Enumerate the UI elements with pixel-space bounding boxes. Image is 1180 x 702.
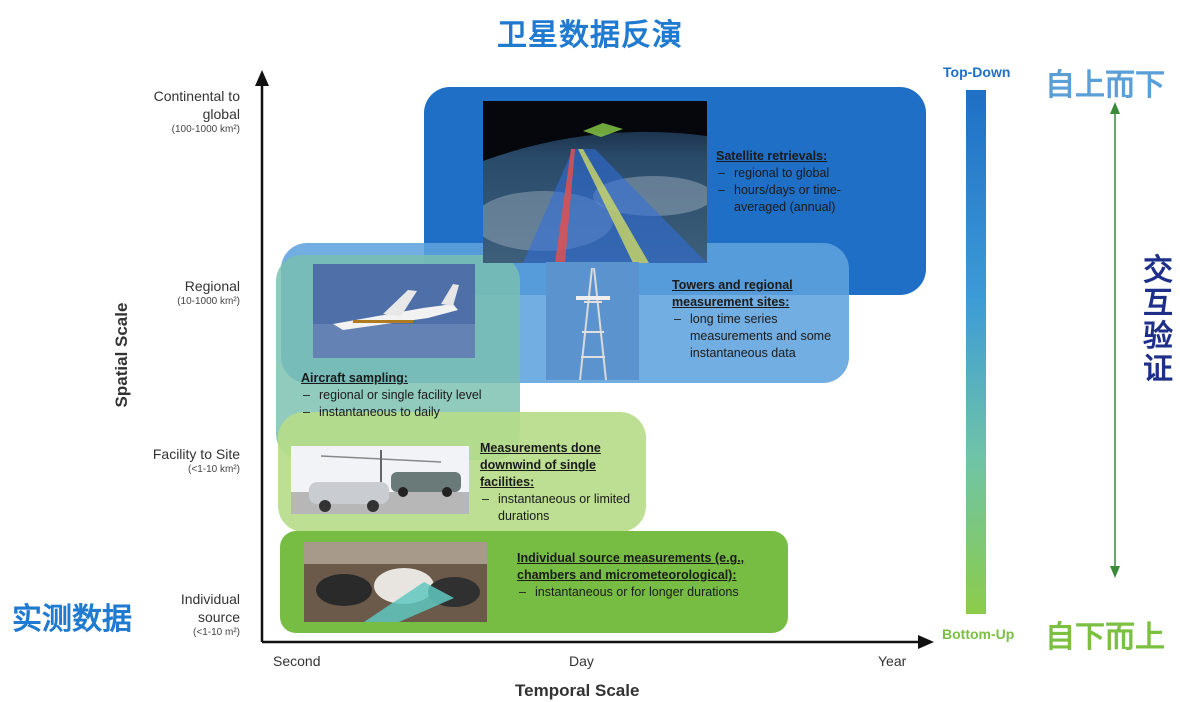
y-tick-facility: Facility to Site (<1-10 km²) — [90, 445, 240, 477]
aircraft-image — [313, 264, 475, 358]
y-tick-sub: (<1-10 km²) — [188, 464, 240, 475]
y-tick-label: Facility to Site — [152, 446, 240, 462]
y-tick-individual: Individual source (<1-10 m²) — [90, 590, 240, 640]
x-tick-second: Second — [273, 653, 321, 669]
x-axis-arrowhead — [918, 635, 934, 649]
y-tick-label: Individual source — [180, 591, 240, 625]
y-tick-label: Regional — [184, 278, 240, 294]
box-heading: Satellite retrievals: — [716, 149, 828, 163]
gradient-bar — [966, 90, 986, 614]
diagram-title: 卫星数据反演 — [497, 19, 683, 52]
box-item: instantaneous or for longer durations — [517, 584, 792, 601]
box-heading: Measurements done downwind of single fac… — [480, 441, 601, 489]
satellite-description: Satellite retrievals: regional to global… — [716, 148, 866, 216]
box-heading: Towers and regional measurement sites: — [672, 278, 793, 309]
bidirectional-arrow — [1110, 102, 1120, 578]
top-down-cn-label: 自上而下 — [1045, 69, 1165, 102]
y-tick-regional: Regional (10-1000 km²) — [90, 277, 240, 309]
measured-data-label: 实测数据 — [12, 603, 132, 636]
cattle-barn-image — [304, 542, 487, 622]
box-heading: Individual source measurements (e.g., ch… — [517, 551, 745, 582]
box-item: regional or single facility level — [301, 387, 501, 404]
y-tick-sub: (100-1000 km²) — [171, 124, 240, 135]
y-tick-label: Continental to global — [153, 88, 240, 122]
bottom-up-label: Bottom-Up — [942, 626, 1015, 642]
y-axis-title: Spatial Scale — [112, 302, 131, 408]
facility-description: Measurements done downwind of single fac… — [480, 440, 640, 525]
x-tick-day: Day — [569, 653, 594, 669]
y-axis-arrowhead — [255, 70, 269, 86]
y-tick-sub: (<1-10 m²) — [193, 627, 240, 638]
towers-description: Towers and regional measurement sites: l… — [672, 277, 840, 362]
x-tick-year: Year — [878, 653, 907, 669]
aircraft-description: Aircraft sampling: regional or single fa… — [301, 370, 501, 421]
facility-vehicles-image — [291, 446, 469, 514]
box-item: long time series measurements and some i… — [672, 311, 840, 362]
box-item: regional to global — [716, 165, 866, 182]
satellite-image — [483, 101, 707, 263]
box-item: instantaneous or limited durations — [480, 491, 640, 525]
box-heading: Aircraft sampling: — [301, 371, 408, 385]
top-down-label: Top-Down — [943, 64, 1011, 80]
y-tick-continental: Continental to global (100-1000 km²) — [90, 87, 240, 137]
box-item: instantaneous to daily — [301, 404, 501, 421]
x-axis-title: Temporal Scale — [515, 681, 640, 700]
bottom-up-cn-label: 自下而上 — [1045, 621, 1165, 654]
individual-description: Individual source measurements (e.g., ch… — [517, 550, 792, 601]
interactive-validation-label: 交互验证 — [1143, 254, 1173, 386]
box-item: hours/days or time-averaged (annual) — [716, 182, 866, 216]
tower-image — [546, 262, 639, 380]
y-tick-sub: (10-1000 km²) — [177, 296, 240, 307]
